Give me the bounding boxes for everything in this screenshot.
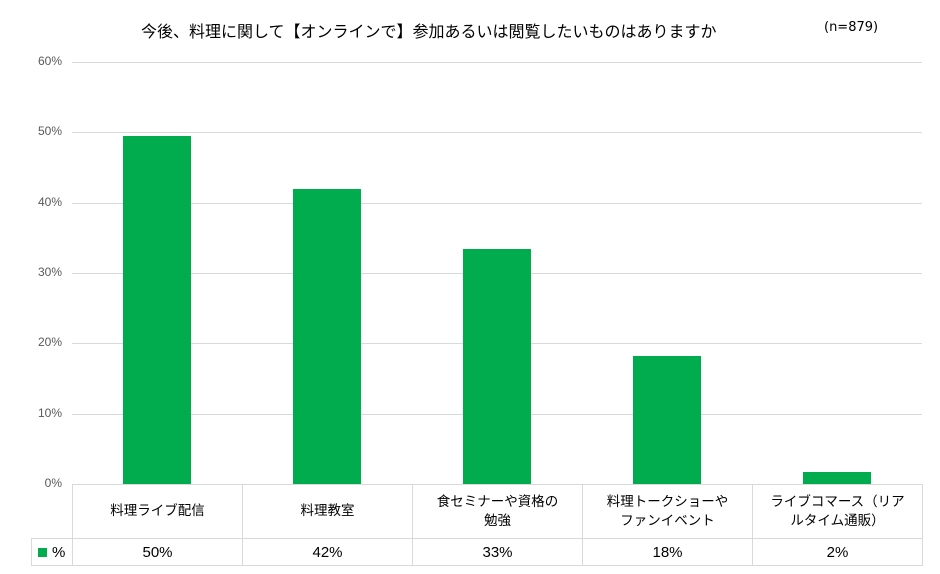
bar — [633, 355, 701, 484]
y-tick-label: 0% — [44, 476, 62, 490]
y-tick-label: 50% — [37, 124, 62, 139]
category-label: ライブコマース（リア ルタイム通販） — [752, 484, 923, 539]
bar — [123, 135, 191, 484]
bar — [463, 249, 531, 484]
category-label: 料理トークショーや ファンイベント — [582, 484, 753, 539]
sample-size: (n=879) — [824, 20, 879, 35]
y-tick-label: 40% — [37, 194, 62, 209]
category-label: 料理ライブ配信 — [72, 484, 243, 539]
bar — [803, 472, 871, 484]
value-cell: 50% — [72, 538, 243, 566]
y-tick-label: 30% — [37, 265, 62, 279]
bar — [293, 188, 361, 484]
value-cell: 33% — [412, 538, 583, 566]
y-tick-label: 60% — [37, 54, 62, 68]
chart-title: 今後、料理に関して【オンラインで】参加あるいは閲覧したいものはありますか — [141, 22, 717, 41]
value-cell: 18% — [582, 538, 753, 566]
value-cell: 42% — [242, 538, 413, 566]
category-label: 食セミナーや資格の 勉強 — [412, 484, 583, 539]
legend-swatch-icon — [38, 547, 47, 557]
y-tick-label: 20% — [37, 335, 62, 350]
category-label: 料理教室 — [242, 484, 413, 539]
value-cell: 2% — [752, 538, 923, 566]
y-tick-label: 10% — [37, 405, 62, 420]
gridline — [72, 62, 922, 63]
gridline — [72, 132, 922, 133]
legend-cell: % — [31, 538, 73, 566]
gridline — [72, 203, 922, 204]
legend-label: % — [52, 543, 66, 561]
